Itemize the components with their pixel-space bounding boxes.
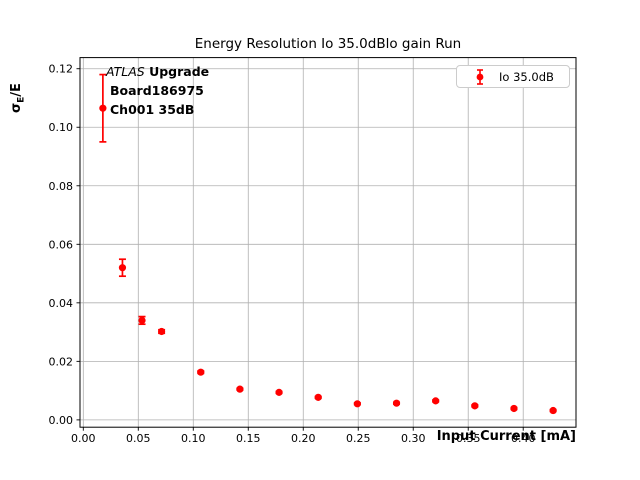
svg-text:0.06: 0.06 bbox=[49, 238, 74, 251]
svg-text:0.15: 0.15 bbox=[236, 432, 261, 445]
svg-text:0.12: 0.12 bbox=[49, 63, 74, 76]
svg-text:0.10: 0.10 bbox=[49, 121, 74, 134]
annotation-experiment-suffix: Upgrade bbox=[144, 64, 210, 79]
annotation-block: ATLAS Upgrade Board186975 Ch001 35dB bbox=[106, 62, 209, 119]
svg-text:0.02: 0.02 bbox=[49, 355, 74, 368]
x-axis-label: Input Current [mA] bbox=[436, 429, 576, 444]
legend: Io 35.0dB bbox=[456, 65, 570, 88]
svg-text:0.10: 0.10 bbox=[181, 432, 206, 445]
annotation-line-board: Board186975 bbox=[110, 83, 204, 98]
annotation-line-channel: Ch001 35dB bbox=[110, 102, 195, 117]
svg-text:0.00: 0.00 bbox=[71, 432, 96, 445]
svg-text:0.25: 0.25 bbox=[346, 432, 371, 445]
svg-text:0.40: 0.40 bbox=[511, 432, 536, 445]
legend-errorbar-marker-icon bbox=[476, 68, 484, 85]
ylabel-rest: /E bbox=[9, 83, 24, 97]
annotation-line-experiment: ATLAS Upgrade bbox=[106, 62, 209, 81]
svg-text:0.00: 0.00 bbox=[49, 414, 74, 427]
svg-text:0.04: 0.04 bbox=[49, 297, 74, 310]
ylabel-subscript: E bbox=[16, 96, 27, 103]
annotation-experiment-name: ATLAS bbox=[106, 64, 145, 79]
svg-text:0.05: 0.05 bbox=[126, 432, 151, 445]
y-axis-label: σE/E bbox=[9, 83, 27, 113]
svg-text:0.35: 0.35 bbox=[456, 432, 481, 445]
legend-label: Io 35.0dB bbox=[499, 69, 554, 84]
chart-title: Energy Resolution Io 35.0dBlo gain Run bbox=[194, 36, 462, 52]
svg-text:0.20: 0.20 bbox=[291, 432, 316, 445]
ylabel-sigma: σ bbox=[9, 102, 24, 113]
svg-text:0.30: 0.30 bbox=[401, 432, 426, 445]
svg-text:0.08: 0.08 bbox=[49, 180, 74, 193]
